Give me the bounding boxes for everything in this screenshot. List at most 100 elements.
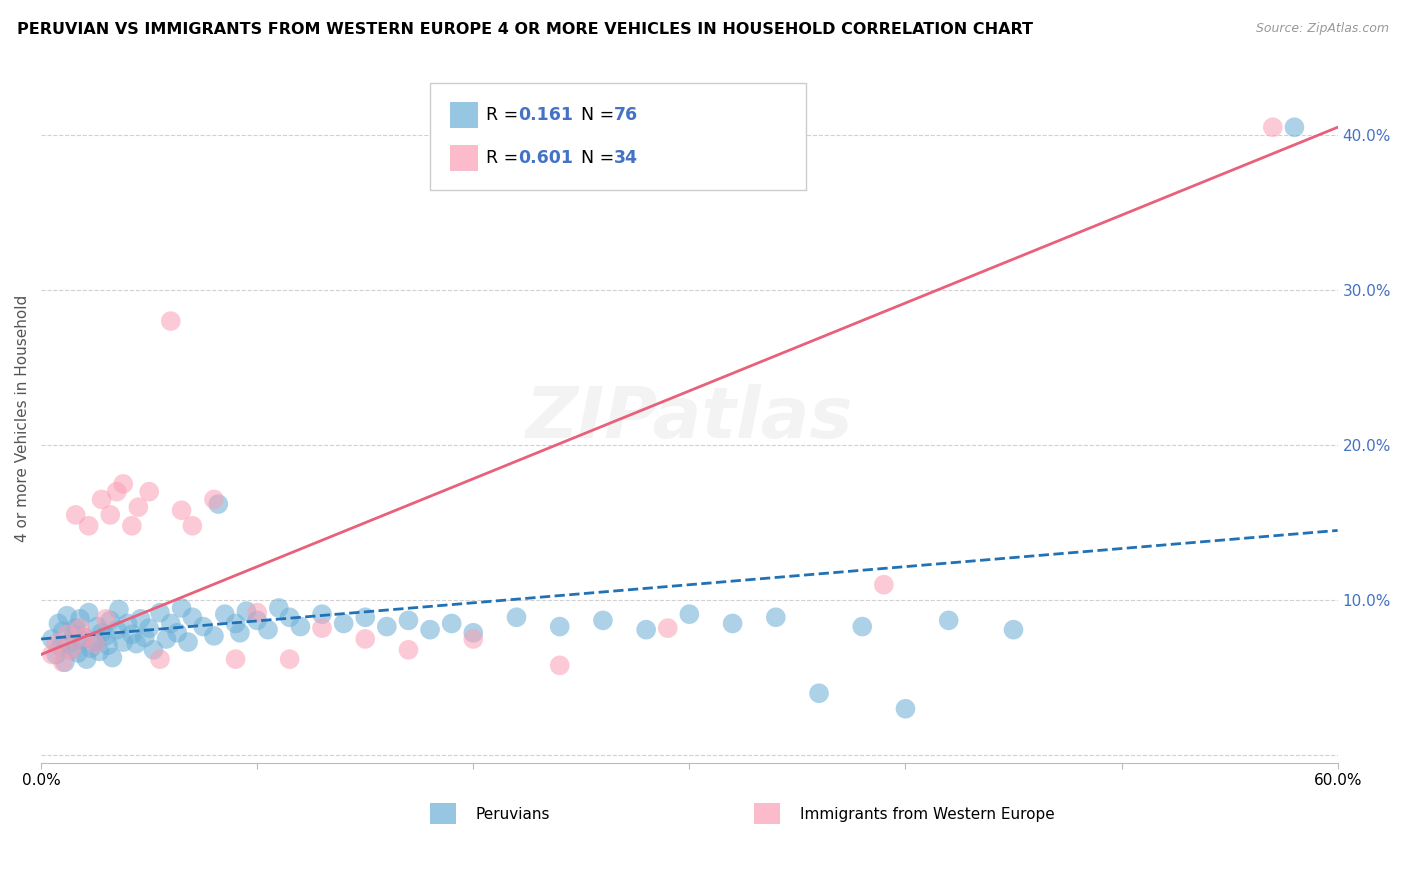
Point (311, 621, 333, 635)
Point (808, 686, 831, 700)
Point (97, 638, 120, 652)
Point (202, 629, 225, 643)
Point (290, 619, 312, 633)
Point (45, 637, 67, 651)
Point (60, 643, 83, 657)
Point (90, 625, 112, 640)
Point (94, 612, 117, 626)
Point (66, 646, 89, 660)
Point (246, 613, 269, 627)
Point (548, 658, 571, 673)
Text: 34: 34 (614, 149, 638, 167)
Point (86, 619, 108, 633)
Point (398, 643, 420, 657)
Point (58, 637, 80, 651)
Point (721, 616, 744, 631)
Point (938, 613, 960, 627)
Text: 76: 76 (614, 106, 638, 124)
Point (52, 624, 75, 639)
Point (181, 518, 204, 533)
Point (229, 625, 252, 640)
Point (105, 623, 128, 637)
Point (129, 612, 152, 626)
Point (53, 655, 76, 669)
Point (41, 648, 63, 662)
Point (354, 632, 377, 646)
Point (311, 607, 333, 622)
Point (398, 613, 420, 627)
Point (177, 635, 200, 649)
Point (181, 610, 204, 624)
Point (354, 610, 377, 624)
Point (48, 616, 70, 631)
Point (56, 608, 79, 623)
Point (463, 632, 485, 646)
Point (159, 314, 181, 328)
Point (235, 604, 257, 618)
Point (678, 607, 700, 622)
Point (80, 641, 103, 656)
Point (149, 606, 172, 620)
Point (463, 625, 485, 640)
Point (155, 632, 177, 646)
Point (207, 497, 229, 511)
FancyBboxPatch shape (430, 83, 806, 190)
Point (65, 508, 87, 522)
Text: 0.161: 0.161 (519, 106, 574, 124)
Y-axis label: 4 or more Vehicles in Household: 4 or more Vehicles in Household (15, 294, 30, 541)
Point (52, 655, 75, 669)
Point (98, 508, 121, 522)
Point (142, 643, 165, 657)
Point (765, 610, 787, 624)
Point (76, 652, 98, 666)
Point (89, 644, 111, 658)
Point (894, 702, 917, 716)
Point (375, 619, 398, 633)
Point (65, 621, 87, 635)
Point (45, 648, 67, 662)
Point (138, 484, 160, 499)
FancyBboxPatch shape (754, 803, 780, 824)
Text: N =: N = (569, 149, 620, 167)
FancyBboxPatch shape (430, 803, 456, 824)
Point (70, 633, 93, 648)
Point (56, 627, 79, 641)
Point (332, 616, 354, 631)
Point (73, 631, 96, 645)
Point (149, 652, 172, 666)
Point (440, 616, 463, 631)
Point (127, 500, 149, 515)
Point (214, 607, 236, 622)
Point (60, 643, 83, 657)
Point (112, 635, 135, 649)
Point (592, 613, 614, 627)
Point (84, 637, 107, 651)
Text: N =: N = (569, 106, 620, 124)
Point (246, 606, 269, 620)
Point (94, 629, 117, 643)
Text: Peruvians: Peruvians (475, 807, 550, 822)
Point (49, 640, 72, 654)
Point (548, 619, 571, 633)
FancyBboxPatch shape (450, 145, 478, 171)
Point (134, 631, 156, 645)
Point (159, 616, 181, 631)
Text: ZIPatlas: ZIPatlas (526, 384, 853, 452)
Text: PERUVIAN VS IMMIGRANTS FROM WESTERN EUROPE 4 OR MORE VEHICLES IN HOUSEHOLD CORRE: PERUVIAN VS IMMIGRANTS FROM WESTERN EURO… (17, 22, 1033, 37)
Point (69, 621, 91, 635)
Point (225, 652, 247, 666)
Text: R =: R = (486, 149, 523, 167)
Point (267, 601, 290, 615)
Point (117, 616, 139, 631)
Point (1002, 623, 1025, 637)
Point (225, 616, 247, 631)
Point (636, 623, 658, 637)
Point (170, 503, 193, 517)
Point (101, 650, 124, 665)
Point (202, 492, 225, 507)
FancyBboxPatch shape (450, 102, 478, 128)
Point (505, 610, 527, 624)
Point (125, 637, 148, 651)
Point (62, 627, 84, 641)
Point (69, 612, 91, 626)
